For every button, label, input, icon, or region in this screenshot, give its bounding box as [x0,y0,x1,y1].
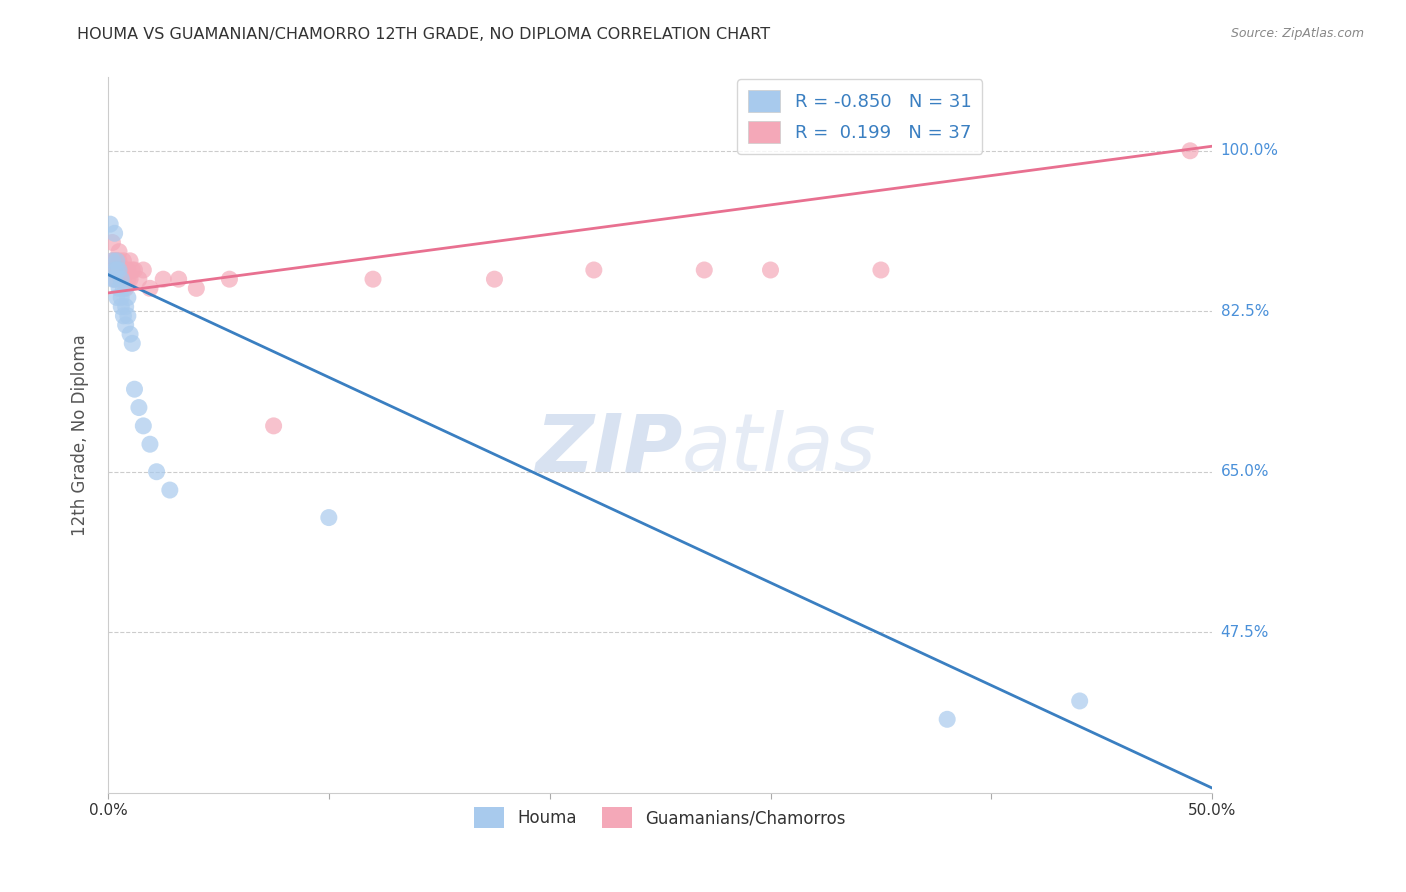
Point [101,253,124,268]
Point [218,272,240,286]
Point [117,291,139,305]
Point [108,263,131,277]
Point [132,263,155,277]
Point [117,309,139,323]
Point [318,510,340,524]
Point [105,263,128,277]
Legend: Houma, Guamanians/Chamorros: Houma, Guamanians/Chamorros [468,801,852,834]
Point [104,253,127,268]
Point [108,263,131,277]
Point [186,281,208,295]
Point [114,300,136,314]
Point [104,227,127,241]
Point [104,263,127,277]
Point [104,272,127,286]
Point [112,253,135,268]
Point [105,253,128,268]
Point [114,318,136,332]
Point [98,217,121,231]
Point [263,418,285,433]
Text: 47.5%: 47.5% [1220,624,1268,640]
Point [110,272,132,286]
Text: 82.5%: 82.5% [1220,304,1268,318]
Point [484,272,506,286]
Point [110,263,132,277]
Point [114,263,136,277]
Point [132,418,155,433]
Point [693,263,716,277]
Point [128,272,150,286]
Point [117,272,139,286]
Point [112,272,135,286]
Point [159,483,181,497]
Point [105,263,128,277]
Point [120,327,142,342]
Point [105,253,128,268]
Point [139,437,162,451]
Point [361,272,384,286]
Point [101,253,124,268]
Point [121,336,143,351]
Point [936,712,959,726]
Point [120,253,142,268]
Text: 65.0%: 65.0% [1220,464,1270,479]
Point [121,263,143,277]
Point [120,272,142,286]
Point [110,272,132,286]
Point [110,300,132,314]
Point [870,263,893,277]
Point [101,272,124,286]
Point [108,281,131,295]
Point [139,281,162,295]
Point [101,235,124,250]
Point [128,401,150,415]
Point [112,281,135,295]
Text: atlas: atlas [682,410,877,488]
Point [582,263,605,277]
Point [759,263,782,277]
Point [1178,144,1201,158]
Point [1069,694,1091,708]
Point [114,281,136,295]
Point [110,291,132,305]
Point [117,263,139,277]
Point [167,272,190,286]
Text: HOUMA VS GUAMANIAN/CHAMORRO 12TH GRADE, NO DIPLOMA CORRELATION CHART: HOUMA VS GUAMANIAN/CHAMORRO 12TH GRADE, … [77,27,770,42]
Point [152,272,174,286]
Point [124,263,146,277]
Point [104,272,127,286]
Text: Source: ZipAtlas.com: Source: ZipAtlas.com [1230,27,1364,40]
Point [145,465,167,479]
Point [124,382,146,396]
Point [105,291,128,305]
Y-axis label: 12th Grade, No Diploma: 12th Grade, No Diploma [72,334,89,536]
Text: 100.0%: 100.0% [1220,144,1278,158]
Point [112,309,135,323]
Text: ZIP: ZIP [534,410,682,488]
Point [108,253,131,268]
Point [108,244,131,259]
Point [98,263,121,277]
